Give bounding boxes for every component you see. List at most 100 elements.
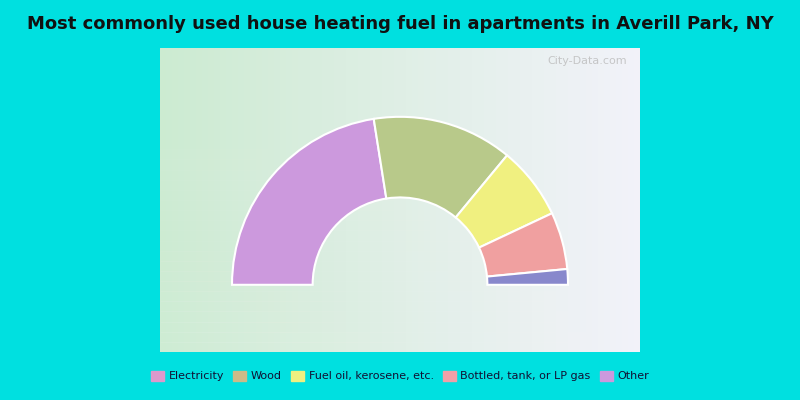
Bar: [184, 48, 190, 352]
Bar: [424, 48, 430, 352]
Bar: [502, 48, 508, 352]
Bar: [160, 251, 640, 261]
Bar: [370, 48, 376, 352]
Bar: [328, 48, 334, 352]
Bar: [274, 48, 280, 352]
Wedge shape: [374, 117, 507, 218]
Bar: [268, 48, 274, 352]
Bar: [160, 58, 640, 68]
Wedge shape: [479, 213, 567, 276]
Bar: [466, 48, 472, 352]
Bar: [556, 48, 562, 352]
Bar: [160, 210, 640, 220]
Bar: [442, 48, 448, 352]
Bar: [316, 48, 322, 352]
Bar: [160, 48, 640, 58]
Bar: [364, 48, 370, 352]
Bar: [202, 48, 208, 352]
Bar: [394, 48, 400, 352]
Bar: [436, 48, 442, 352]
Bar: [160, 119, 640, 129]
Bar: [514, 48, 520, 352]
Bar: [256, 48, 262, 352]
Wedge shape: [487, 269, 568, 285]
Bar: [532, 48, 538, 352]
Bar: [352, 48, 358, 352]
Bar: [406, 48, 412, 352]
Bar: [418, 48, 424, 352]
Bar: [400, 48, 406, 352]
Bar: [160, 200, 640, 210]
Bar: [160, 78, 640, 88]
Bar: [448, 48, 454, 352]
Bar: [358, 48, 364, 352]
Bar: [454, 48, 460, 352]
Bar: [238, 48, 244, 352]
Text: Most commonly used house heating fuel in apartments in Averill Park, NY: Most commonly used house heating fuel in…: [26, 15, 774, 33]
Bar: [628, 48, 634, 352]
Bar: [160, 322, 640, 332]
Bar: [598, 48, 604, 352]
Bar: [232, 48, 238, 352]
Bar: [304, 48, 310, 352]
Bar: [190, 48, 196, 352]
Bar: [286, 48, 292, 352]
Bar: [262, 48, 268, 352]
Bar: [160, 109, 640, 119]
Bar: [178, 48, 184, 352]
Bar: [160, 301, 640, 312]
Bar: [586, 48, 592, 352]
Bar: [346, 48, 352, 352]
Bar: [568, 48, 574, 352]
Bar: [160, 129, 640, 139]
Bar: [172, 48, 178, 352]
Bar: [334, 48, 340, 352]
Wedge shape: [232, 119, 386, 285]
Bar: [250, 48, 256, 352]
Bar: [478, 48, 484, 352]
Bar: [298, 48, 304, 352]
Bar: [220, 48, 226, 352]
Bar: [490, 48, 496, 352]
Bar: [160, 261, 640, 271]
Bar: [160, 291, 640, 301]
Bar: [226, 48, 232, 352]
Bar: [610, 48, 616, 352]
Bar: [160, 230, 640, 240]
Bar: [160, 88, 640, 99]
Bar: [322, 48, 328, 352]
Bar: [622, 48, 628, 352]
Bar: [526, 48, 532, 352]
Bar: [580, 48, 586, 352]
Bar: [472, 48, 478, 352]
Bar: [160, 312, 640, 322]
Bar: [340, 48, 346, 352]
Bar: [634, 48, 640, 352]
Bar: [604, 48, 610, 352]
Bar: [160, 271, 640, 281]
Bar: [544, 48, 550, 352]
Bar: [376, 48, 382, 352]
Bar: [430, 48, 436, 352]
Bar: [574, 48, 580, 352]
Bar: [160, 48, 166, 352]
Bar: [160, 240, 640, 251]
Bar: [208, 48, 214, 352]
Bar: [196, 48, 202, 352]
Bar: [562, 48, 568, 352]
Bar: [388, 48, 394, 352]
Bar: [550, 48, 556, 352]
Bar: [160, 160, 640, 170]
Bar: [160, 281, 640, 291]
Bar: [160, 332, 640, 342]
Bar: [592, 48, 598, 352]
Bar: [280, 48, 286, 352]
Bar: [496, 48, 502, 352]
Bar: [160, 99, 640, 109]
Bar: [382, 48, 388, 352]
Text: City-Data.com: City-Data.com: [547, 56, 627, 66]
Bar: [484, 48, 490, 352]
Bar: [520, 48, 526, 352]
Bar: [616, 48, 622, 352]
Wedge shape: [456, 155, 552, 248]
